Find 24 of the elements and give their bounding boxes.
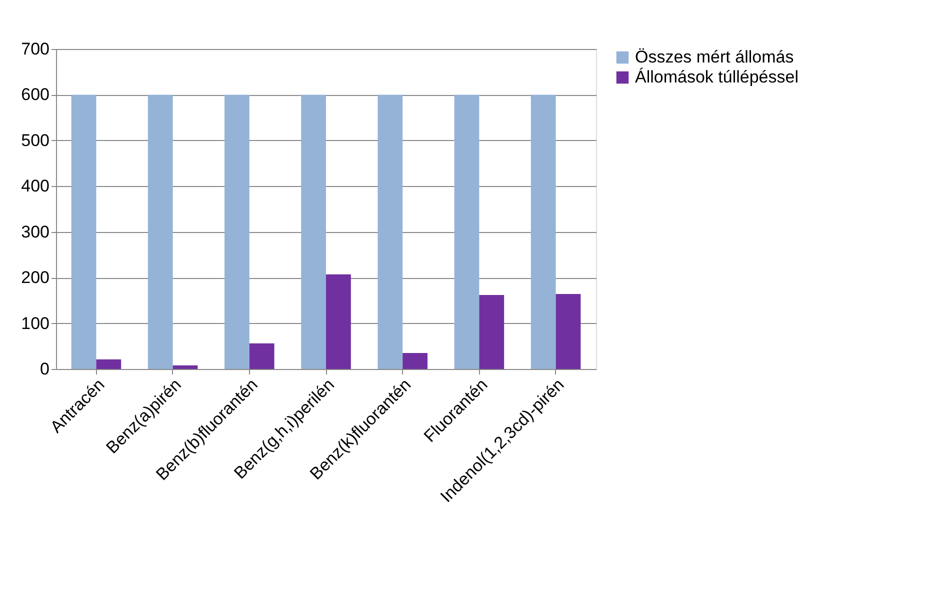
y-tick-label: 500 [21, 130, 50, 150]
bar [148, 94, 173, 369]
bar [378, 94, 403, 369]
bar [402, 353, 428, 369]
bar [249, 343, 274, 369]
bar [71, 94, 96, 369]
bar [530, 94, 556, 369]
bar [224, 94, 250, 369]
y-tick-label: 300 [21, 222, 50, 242]
bar [172, 365, 198, 369]
y-tick-label: 700 [21, 40, 50, 58]
y-tick-label: 200 [21, 268, 50, 288]
bar [96, 359, 122, 369]
legend-label: Összes mért állomás [635, 48, 794, 66]
y-tick-label: 100 [21, 314, 50, 333]
bar [326, 274, 351, 369]
y-tick-label: 400 [21, 176, 50, 196]
legend-label: Állomások túllépéssel [635, 68, 798, 86]
y-tick-label: 0 [40, 360, 50, 378]
bar [454, 94, 480, 369]
bar [479, 294, 504, 369]
bar [556, 294, 581, 369]
y-tick-label: 600 [21, 85, 50, 104]
bar [301, 94, 326, 369]
